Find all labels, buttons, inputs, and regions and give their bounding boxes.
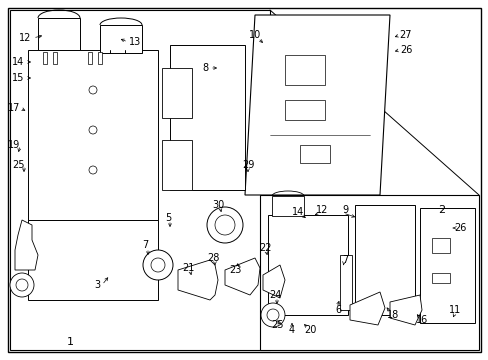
Bar — [260, 195, 478, 350]
Bar — [53, 52, 57, 64]
Text: 27: 27 — [399, 30, 411, 40]
Bar — [285, 100, 325, 120]
Bar — [339, 255, 351, 310]
Polygon shape — [263, 265, 285, 298]
Polygon shape — [349, 292, 384, 325]
Bar — [10, 10, 269, 350]
Bar — [271, 196, 304, 216]
Polygon shape — [267, 215, 347, 315]
Text: 6: 6 — [334, 305, 340, 315]
Circle shape — [261, 303, 285, 327]
Circle shape — [89, 126, 97, 134]
Text: 7: 7 — [142, 240, 148, 250]
Bar — [299, 145, 329, 163]
Circle shape — [89, 166, 97, 174]
Text: 2: 2 — [438, 205, 445, 215]
Circle shape — [10, 273, 34, 297]
Text: 12: 12 — [19, 33, 31, 43]
Text: 25: 25 — [12, 160, 24, 170]
Text: 19: 19 — [8, 140, 20, 150]
Text: 9: 9 — [341, 205, 347, 215]
Text: 26: 26 — [453, 223, 465, 233]
Polygon shape — [244, 15, 389, 195]
Bar — [419, 208, 474, 323]
Polygon shape — [389, 295, 421, 325]
Polygon shape — [224, 258, 260, 295]
Text: 10: 10 — [248, 30, 261, 40]
Circle shape — [16, 279, 28, 291]
Text: 23: 23 — [228, 265, 241, 275]
Text: 1: 1 — [66, 337, 73, 347]
Text: 21: 21 — [182, 263, 194, 273]
Text: 15: 15 — [12, 73, 24, 83]
Text: 14: 14 — [12, 57, 24, 67]
Text: 16: 16 — [415, 315, 427, 325]
Text: 13: 13 — [129, 37, 141, 47]
Text: 11: 11 — [448, 305, 460, 315]
Text: 12: 12 — [315, 205, 327, 215]
Text: 28: 28 — [206, 253, 219, 263]
Circle shape — [206, 207, 243, 243]
Circle shape — [89, 86, 97, 94]
Bar — [100, 25, 142, 53]
Text: 18: 18 — [386, 310, 398, 320]
Text: 29: 29 — [242, 160, 254, 170]
Text: 7: 7 — [341, 255, 347, 265]
Text: 26: 26 — [399, 45, 411, 55]
Text: 17: 17 — [8, 103, 20, 113]
Text: 4: 4 — [288, 325, 294, 335]
Text: 14: 14 — [291, 207, 304, 217]
Text: 24: 24 — [268, 290, 281, 300]
Text: 22: 22 — [258, 243, 271, 253]
Bar — [170, 45, 244, 190]
Bar — [88, 52, 92, 64]
Text: 5: 5 — [164, 213, 171, 223]
Bar — [285, 55, 325, 85]
Bar — [162, 68, 192, 118]
Bar — [431, 273, 449, 283]
Text: 8: 8 — [202, 63, 207, 73]
Polygon shape — [28, 220, 158, 300]
Polygon shape — [15, 220, 38, 270]
Text: 25: 25 — [271, 320, 284, 330]
Text: 20: 20 — [303, 325, 316, 335]
Circle shape — [266, 309, 279, 321]
Bar — [98, 52, 102, 64]
Bar — [162, 140, 192, 190]
Circle shape — [151, 258, 164, 272]
Bar — [43, 52, 47, 64]
Bar — [354, 205, 414, 315]
Text: 30: 30 — [211, 200, 224, 210]
Text: 3: 3 — [94, 280, 100, 290]
Polygon shape — [178, 260, 218, 300]
Circle shape — [215, 215, 235, 235]
Bar — [38, 18, 80, 50]
Polygon shape — [28, 50, 158, 220]
Bar — [431, 238, 449, 253]
Circle shape — [142, 250, 173, 280]
